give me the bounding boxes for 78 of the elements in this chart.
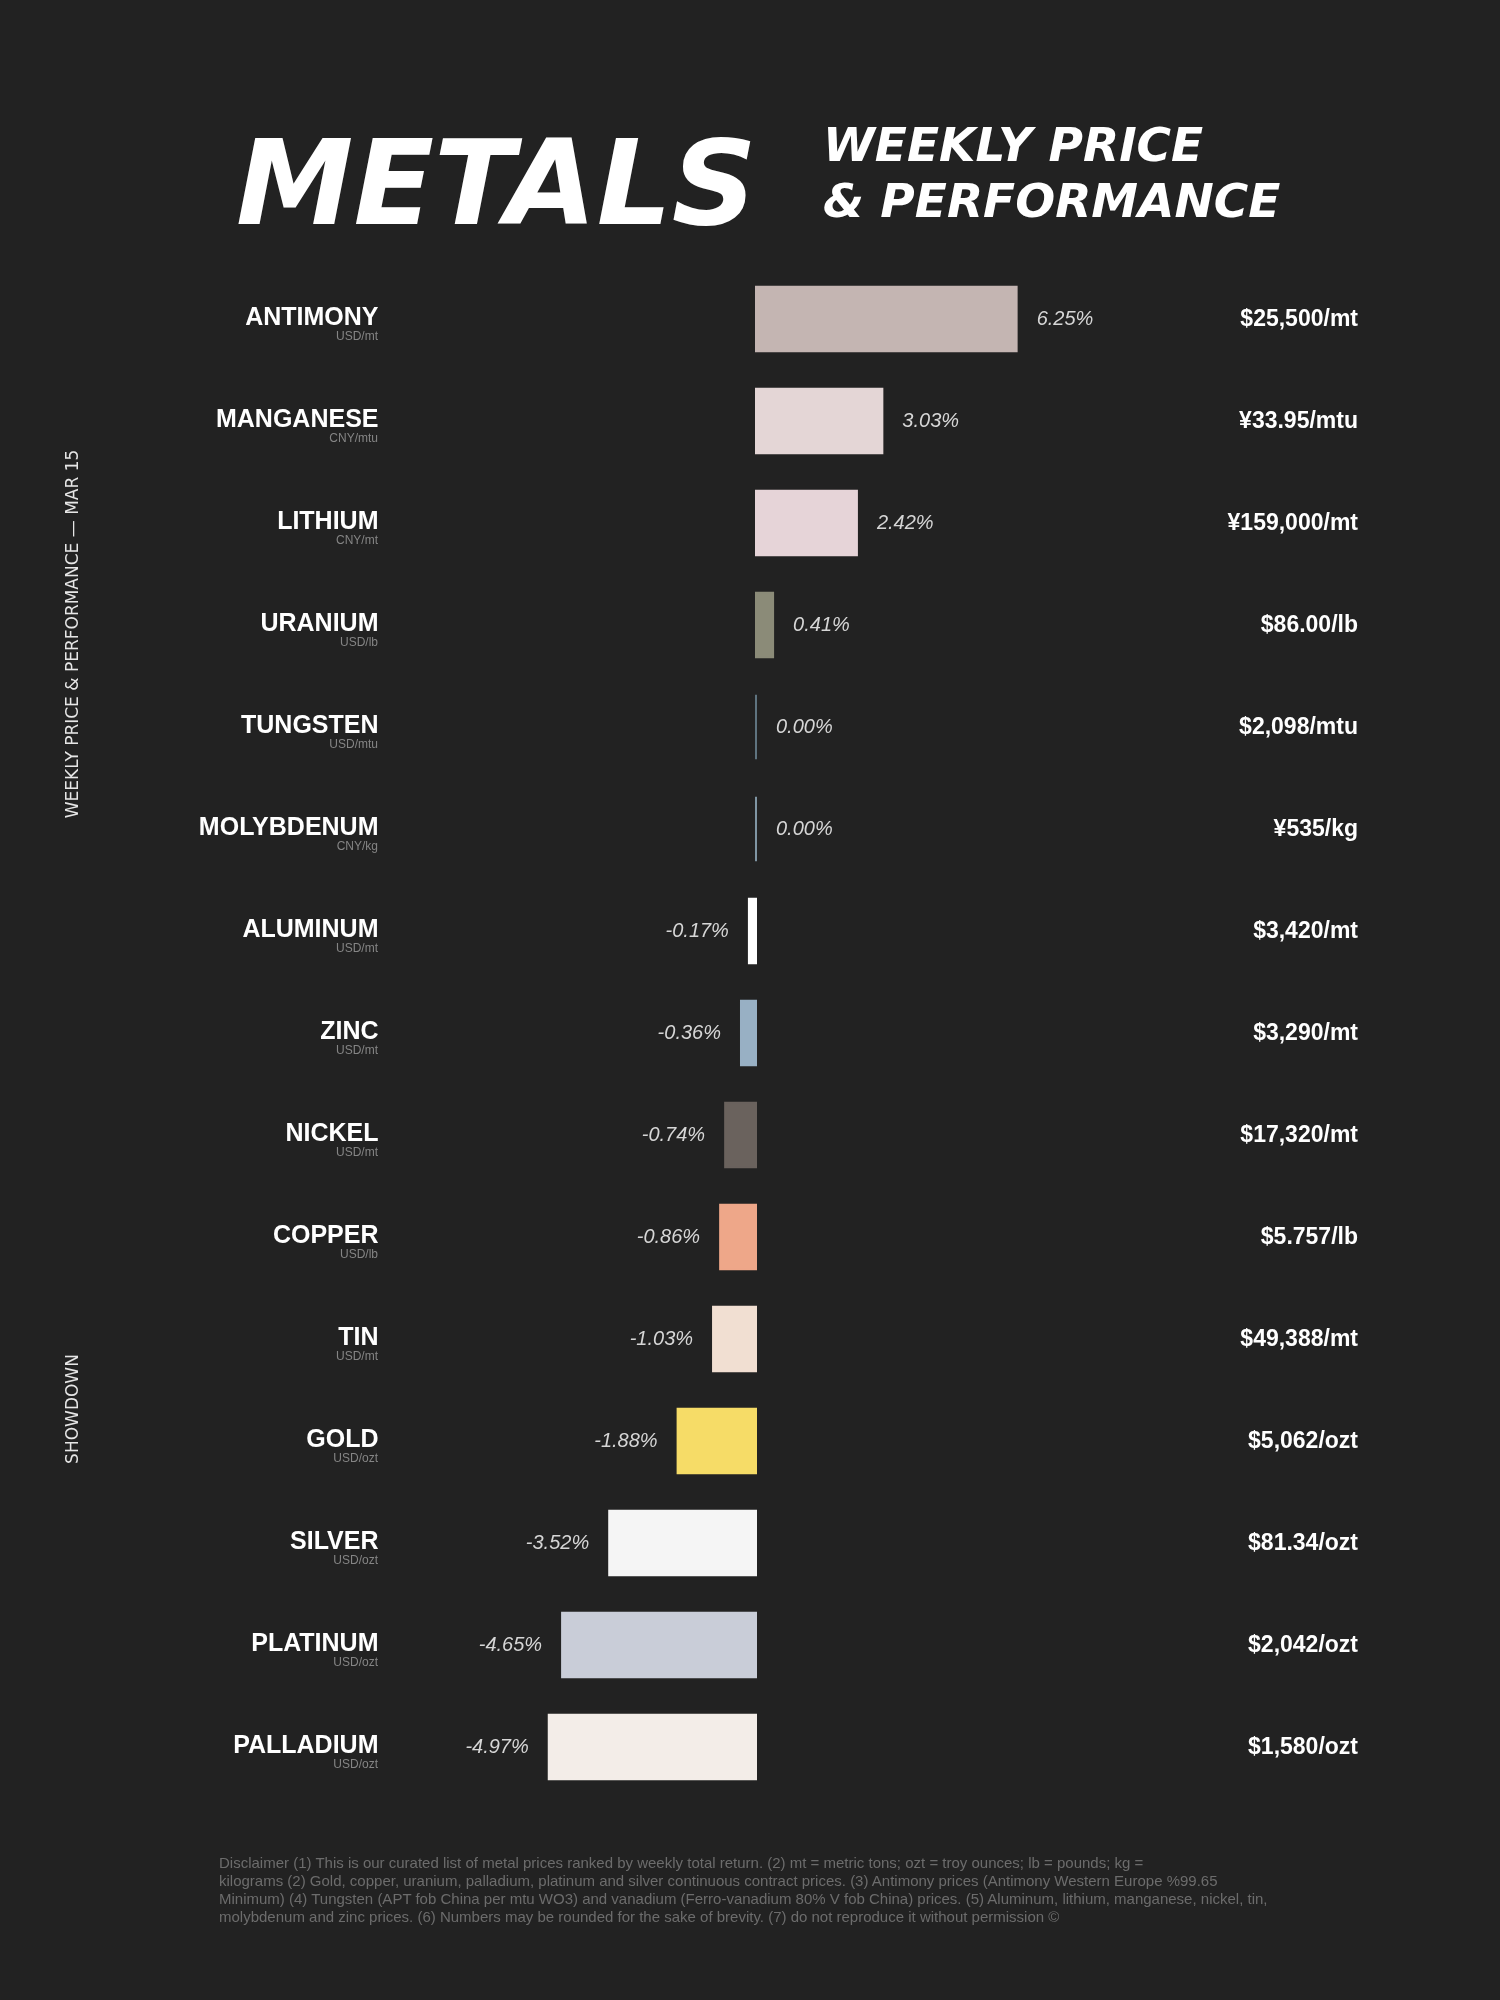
text: $86.00/lb: [1260, 611, 1358, 637]
text: USD/ozt: [333, 1451, 379, 1465]
bar: [755, 489, 858, 557]
text: $5.757/lb: [1260, 1223, 1358, 1249]
y-tick-label: PLATINUM: [251, 1628, 379, 1656]
data-label: -4.97%: [465, 1735, 529, 1757]
bar: [712, 1305, 757, 1373]
bar: [719, 1203, 757, 1271]
bar: [755, 387, 884, 455]
text: $3,290/mt: [1253, 1019, 1359, 1045]
bar: [608, 1509, 757, 1577]
text: $81.34/ozt: [1248, 1529, 1359, 1555]
bar: [747, 897, 757, 965]
y-tick-label: LITHIUM: [277, 506, 379, 534]
text: USD/ozt: [333, 1553, 379, 1567]
data-label: -4.65%: [478, 1633, 543, 1655]
data-label: 3.03%: [902, 409, 960, 431]
text: USD/lb: [339, 635, 379, 649]
data-label: 0.41%: [793, 613, 850, 635]
data-label: -3.52%: [525, 1531, 590, 1553]
chart-subtitle: WEEKLY PRICE & PERFORMANCE: [823, 117, 1281, 228]
text: ¥159,000/mt: [1227, 509, 1359, 535]
chart-title: METALS: [236, 114, 757, 252]
text: $2,098/mtu: [1239, 713, 1358, 739]
y-tick-label: ZINC: [320, 1016, 379, 1044]
y-tick-label: MANGANESE: [215, 404, 379, 432]
text: USD/ozt: [333, 1757, 379, 1771]
text: USD/mtu: [329, 737, 378, 751]
data-label: -0.74%: [641, 1123, 706, 1145]
y-tick-label: NICKEL: [285, 1118, 379, 1146]
y-tick-label: ALUMINUM: [242, 914, 379, 942]
bar: [755, 285, 1018, 353]
data-label: -1.03%: [629, 1327, 694, 1349]
text: $17,320/mt: [1240, 1121, 1359, 1147]
text: $2,042/ozt: [1248, 1631, 1359, 1657]
text: USD/mt: [336, 941, 379, 955]
text: SHOWDOWN: [62, 1354, 82, 1464]
bar: [724, 1101, 757, 1169]
text: USD/lb: [339, 1247, 379, 1261]
text: Disclaimer (1) This is our curated list of metal prices ranked by weekly total return. (2) mt = metric tons; ozt = troy ounces; lb = pounds; kg = kilograms (2) Gold, copper, uranium, palladium, platinum and silver continuous contract prices. (3) Antimony prices (Antimony Western Europe %99.65 Minimum) (4) Tungsten (APT fob China per mtu WO3) and vanadium (Ferro-vanadium 80% V fob China) prices. (5) Aluminum, lithium, manganese, nickel, tin, molybdenum and zinc prices. (6) Numbers may be rounded for the sake of brevity. (7) do not reproduce it without permission ©: [219, 1854, 1268, 1925]
y-tick-label: SILVER: [290, 1526, 379, 1554]
y-tick-label: MOLYBDENUM: [198, 812, 379, 840]
y-tick-label: TUNGSTEN: [241, 710, 379, 738]
y-tick-label: URANIUM: [260, 608, 379, 636]
y-tick-label: ANTIMONY: [245, 302, 379, 330]
bar: [739, 999, 757, 1067]
text: $49,388/mt: [1240, 1325, 1359, 1351]
data-label: 6.25%: [1036, 307, 1094, 329]
y-tick-label: TIN: [338, 1322, 379, 1350]
data-label: -0.36%: [657, 1021, 721, 1043]
data-label: -0.17%: [665, 919, 729, 941]
text: ¥33.95/mtu: [1239, 407, 1358, 433]
data-label: 0.00%: [776, 715, 833, 737]
bar: [561, 1611, 757, 1679]
text: USD/mt: [336, 1145, 379, 1159]
y-tick-label: COPPER: [272, 1220, 379, 1248]
text: USD/mt: [336, 1043, 379, 1057]
data-label: -0.86%: [636, 1225, 701, 1247]
bar: [755, 591, 775, 659]
text: CNY/mt: [336, 533, 379, 547]
text: ¥535/kg: [1273, 815, 1358, 841]
bar: [547, 1713, 757, 1781]
text: $5,062/ozt: [1248, 1427, 1359, 1453]
text: USD/ozt: [333, 1655, 379, 1669]
y-tick-label: GOLD: [306, 1424, 379, 1452]
text: CNY/kg: [336, 839, 378, 853]
text: $1,580/ozt: [1248, 1733, 1359, 1759]
y-tick-label: PALLADIUM: [233, 1730, 379, 1758]
text: USD/mt: [336, 1349, 379, 1363]
text: $3,420/mt: [1253, 917, 1359, 943]
text: $25,500/mt: [1240, 305, 1359, 331]
text: USD/mt: [336, 329, 379, 343]
bar: [676, 1407, 757, 1475]
text: CNY/mtu: [329, 431, 378, 445]
data-label: 0.00%: [776, 817, 833, 839]
data-label: 2.42%: [875, 511, 934, 533]
text: WEEKLY PRICE & PERFORMANCE — MAR 15: [62, 449, 82, 819]
data-label: -1.88%: [594, 1429, 658, 1451]
